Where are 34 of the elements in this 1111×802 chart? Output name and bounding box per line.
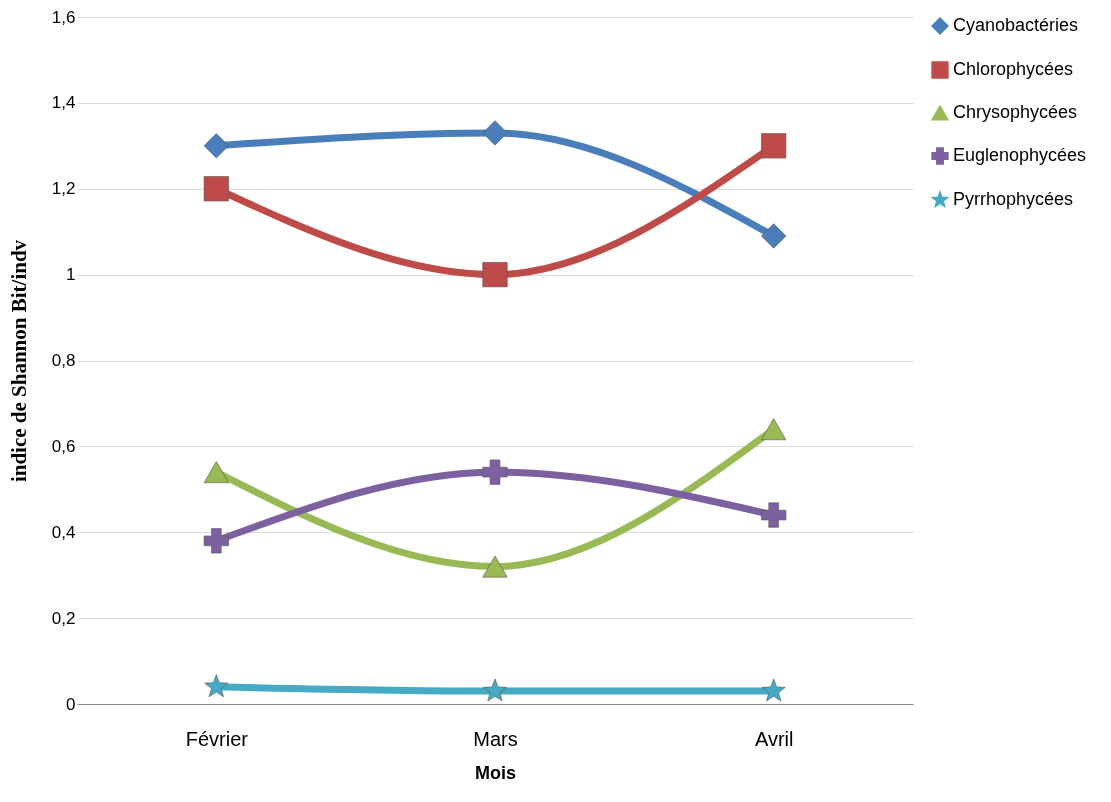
point [482, 459, 508, 485]
x-tick-label: Février [185, 727, 249, 750]
point [761, 133, 787, 159]
point [203, 133, 229, 159]
x-axis-title: Mois [474, 762, 517, 783]
y-tick-label: 1,4 [51, 93, 76, 113]
point [761, 502, 787, 528]
point [761, 418, 787, 441]
point [482, 262, 508, 288]
legend-label: Cyanobactéries [953, 15, 1079, 35]
legend-label: Pyrrhophycées [953, 189, 1074, 209]
x-tick-label: Avril [754, 727, 794, 750]
point [761, 678, 786, 702]
y-tick-label: 0,6 [51, 436, 76, 456]
point [482, 555, 508, 578]
y-axis-title: indice de Shannon Bit/indv [6, 239, 31, 483]
legend-label: Euglenophycées [953, 145, 1087, 165]
point [761, 223, 787, 249]
y-tick-label: 0,4 [51, 522, 76, 542]
x-tick-label: Mars [473, 727, 518, 750]
point [203, 461, 229, 484]
point [203, 176, 229, 202]
point [483, 678, 507, 702]
legend-label: Chrysophycées [953, 102, 1078, 122]
y-tick-label: 0,8 [51, 351, 76, 370]
y-tick-label: 1 [66, 265, 76, 285]
legend-label: Chlorophycées [953, 59, 1074, 79]
y-tick-label: 0,2 [51, 608, 76, 628]
point [482, 120, 508, 146]
point [203, 528, 229, 554]
point [204, 674, 229, 698]
y-tick-label: 1,6 [51, 7, 76, 27]
y-tick-label: 0 [66, 694, 76, 714]
y-tick-label: 1,2 [51, 179, 76, 199]
